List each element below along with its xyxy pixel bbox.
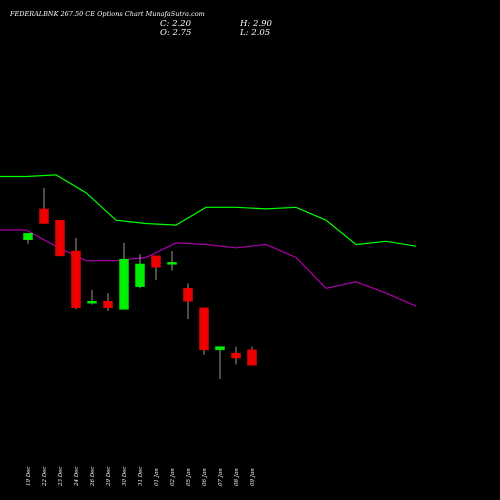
open-value: O: 2.75 [160,28,192,38]
candle [23,232,33,244]
x-tick-label: 30 Dec [122,467,128,487]
candle-body [215,346,225,351]
x-axis-labels: 19 Dec 22 Dec 23 Dec 24 Dec 26 Dec 29 Dec 30 D… [26,467,256,488]
x-tick-label: 09 Jan [250,468,256,486]
upper-band-line [0,174,417,247]
close-value: C: 2.20 [160,19,191,29]
indicator-lines [0,174,417,307]
x-tick-label: 31 Dec [138,467,144,487]
candle-body [87,300,97,304]
candles [23,187,257,379]
candle [183,283,193,320]
candle [231,346,241,365]
x-tick-label: 02 Jan [170,468,176,486]
x-tick-label: 08 Jan [234,468,240,486]
candle-body [151,255,161,268]
candle-body [55,219,65,257]
candle [55,219,65,257]
candle-body [23,232,33,240]
candle [103,293,113,311]
candle [247,346,257,366]
candle [135,254,145,289]
candle-body [71,250,81,308]
x-tick-label: 26 Dec [90,467,96,488]
candle [71,238,81,310]
x-tick-label: 06 Jan [202,468,208,486]
candle-body [103,300,113,308]
candle-body [135,263,145,287]
candle [151,255,161,281]
x-tick-label: 22 Dec [42,467,48,488]
candle-body [231,352,241,359]
high-value: H: 2.90 [240,19,272,29]
x-tick-label: 19 Dec [26,467,32,487]
candle-body [199,307,209,351]
candle-body [183,288,193,302]
candle [119,242,129,310]
x-tick-label: 29 Dec [106,467,112,488]
candle-body [247,349,257,366]
x-tick-label: 23 Dec [58,467,64,488]
lower-band-line [0,229,417,307]
x-tick-label: 07 Jan [218,468,224,486]
candle [167,251,177,271]
x-tick-label: 05 Jan [186,468,192,486]
candle-body [39,208,49,224]
candle [199,307,209,355]
low-value: L: 2.05 [240,28,271,38]
x-tick-label: 01 Jan [154,468,160,486]
candle-body [167,262,177,265]
chart-title: FEDERALBNK 267.50 CE Options Chart Munaf… [10,10,205,18]
candle-body [119,258,129,310]
candle [215,346,225,379]
candle [39,187,49,224]
x-tick-label: 24 Dec [74,467,80,488]
candle [87,289,97,305]
